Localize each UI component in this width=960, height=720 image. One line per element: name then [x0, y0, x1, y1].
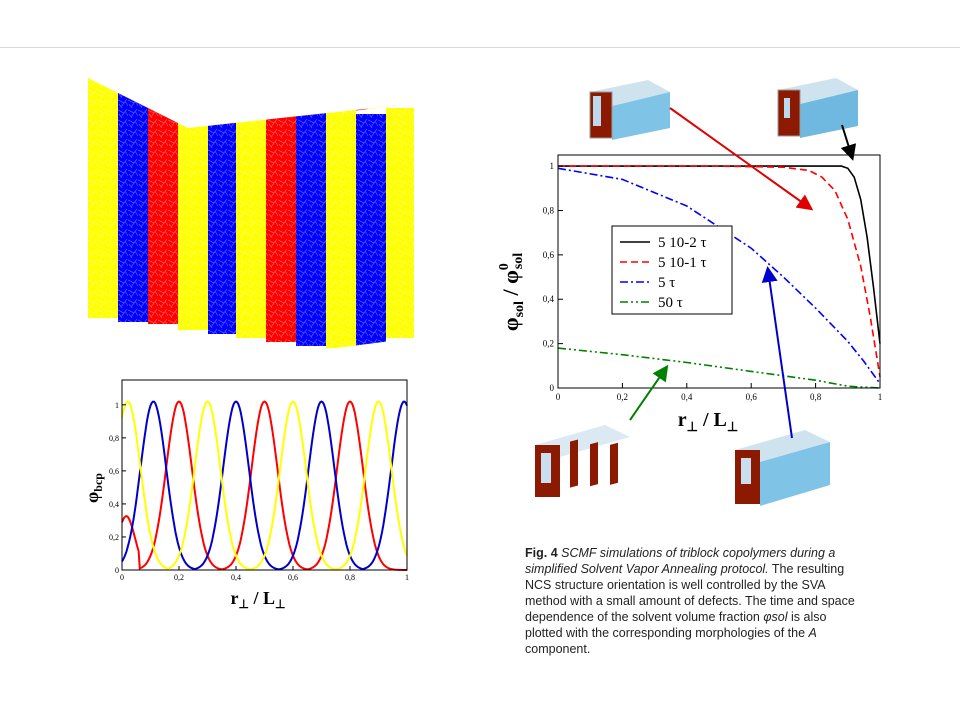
phi-sol-series-line [557, 347, 881, 389]
phi-bcp-series-line [121, 400, 407, 571]
y-tick-label: 0,2 [109, 533, 119, 542]
x-tick-label: 0,4 [681, 392, 693, 402]
r-symbol: r [231, 588, 239, 608]
caption-italic-a: A [808, 626, 817, 640]
zero-superscript: 0 [497, 263, 512, 270]
x-tick-label: 0,2 [617, 392, 628, 402]
r-symbol-2: r [678, 409, 687, 431]
y-tick-label: 0 [115, 566, 119, 575]
x-tick-label: 0 [556, 392, 561, 402]
x-tick-label: 0,4 [231, 573, 241, 582]
red-arrow [669, 107, 814, 211]
legend-label: 5 10-2 τ [658, 235, 707, 251]
phi-sol-y-axis-title: φsol / φ0sol [497, 253, 527, 331]
legend-label: 5 τ [658, 275, 675, 291]
x-tick-label: 1 [405, 573, 409, 582]
y-tick-label: 0,4 [543, 294, 555, 304]
phi-sol-series-line [557, 167, 881, 385]
perp-subscript-2: ⊥ [275, 597, 285, 611]
phi-sol-plot: 0 0,2 0,4 0,6 0,8 100,20,40,60,81 5 10-2 τ5 1… [497, 78, 883, 506]
legend-label: 50 τ [658, 295, 683, 311]
blue-arrow [761, 266, 793, 439]
figure-caption: Fig. 4 SCMF simulations of triblock copo… [525, 545, 865, 657]
legend-label: 5 10-1 τ [658, 255, 707, 271]
black-arrow [840, 124, 857, 161]
legend-box [611, 225, 733, 315]
sol-subscript-2: sol [511, 253, 526, 269]
x-tick-label: 0,8 [810, 392, 822, 402]
slash-L-2: / L [698, 409, 727, 431]
perp-subscript: ⊥ [239, 597, 249, 611]
x-tick-label: 0,2 [174, 573, 184, 582]
annotation-arrows [629, 107, 857, 439]
slash-L: / L [249, 588, 275, 608]
green-arrow [629, 364, 669, 421]
bcp-3d-render [78, 48, 420, 358]
x-tick-label: 1 [878, 392, 883, 402]
x-tick-label: 0,6 [288, 573, 298, 582]
caption-body-3: component. [525, 642, 591, 656]
caption-body-1: The resulting NCS structure orientation … [525, 562, 855, 624]
figure-label: Fig. 4 [525, 546, 558, 560]
phi-symbol: φ [82, 492, 102, 503]
phi-bcp-y-axis-title: φbcp [82, 473, 105, 503]
y-tick-label: 0,6 [109, 467, 119, 476]
header-divider [0, 47, 960, 48]
y-tick-label: 0,8 [109, 434, 119, 443]
phi-sol-legend: 5 10-2 τ 5 10-1 τ 5 τ 50 τ [611, 225, 733, 315]
morphology-inset-top-left [589, 80, 670, 140]
phi-bcp-plot-frame [121, 379, 408, 571]
y-tick-label: 0 [550, 383, 555, 393]
caption-body-2: is also plotted with the corresponding m… [525, 610, 827, 640]
perp-subscript-4: ⊥ [727, 419, 738, 434]
phi-sol-x-axis-title: r⊥ / L⊥ [678, 409, 738, 434]
caption-symbol: φsol [763, 610, 788, 624]
y-tick-label: 1 [115, 401, 119, 410]
phi-bcp-series-line [121, 400, 408, 571]
morphology-inset-bottom-left [535, 425, 630, 499]
morphology-inset-bottom-right [735, 430, 830, 506]
sol-subscript: sol [512, 301, 527, 317]
caption-title: SCMF simulations of triblock copolymers … [525, 546, 836, 576]
y-tick-label: 0,8 [543, 205, 555, 215]
x-tick-label: 0 [120, 573, 124, 582]
x-tick-label: 0,6 [746, 392, 758, 402]
render-front-face [88, 78, 414, 350]
slash-phi: / φ [498, 270, 523, 301]
morphology-inset-top-right [777, 78, 858, 138]
perp-subscript-3: ⊥ [687, 419, 698, 434]
y-tick-label: 1 [550, 161, 555, 171]
phi-sol-plot-frame [557, 154, 881, 389]
bcp-subscript: bcp [91, 473, 105, 492]
y-tick-label: 0,6 [543, 250, 555, 260]
y-tick-label: 0,4 [109, 500, 119, 509]
y-tick-label: 0,2 [543, 339, 554, 349]
x-tick-label: 0,8 [345, 573, 355, 582]
phi-bcp-x-axis-title: r⊥ / L⊥ [231, 588, 286, 611]
phi-bcp-plot: 0 0,2 0,4 0,6 0,8 100,20,40,60,81 φbcp r⊥ / L… [82, 379, 409, 611]
phi-sol-symbol: φ [498, 317, 523, 331]
